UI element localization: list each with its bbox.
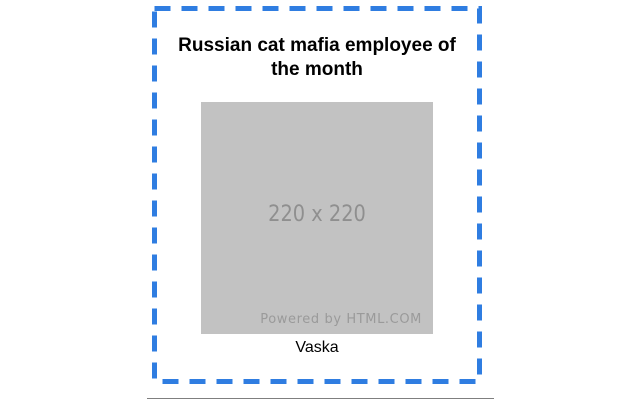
page-divider bbox=[147, 398, 494, 399]
card-title: Russian cat mafia employee of the month bbox=[178, 35, 456, 80]
dashed-border bbox=[152, 6, 482, 384]
employee-name-caption: Vaska bbox=[295, 339, 339, 356]
placeholder-size-label: 220 x 220 bbox=[268, 202, 366, 227]
placeholder-watermark: Powered by HTML.COM bbox=[260, 312, 422, 327]
employee-card: Russian cat mafia employee of the month … bbox=[152, 6, 482, 384]
employee-photo-placeholder: 220 x 220 Powered by HTML.COM bbox=[201, 102, 433, 334]
